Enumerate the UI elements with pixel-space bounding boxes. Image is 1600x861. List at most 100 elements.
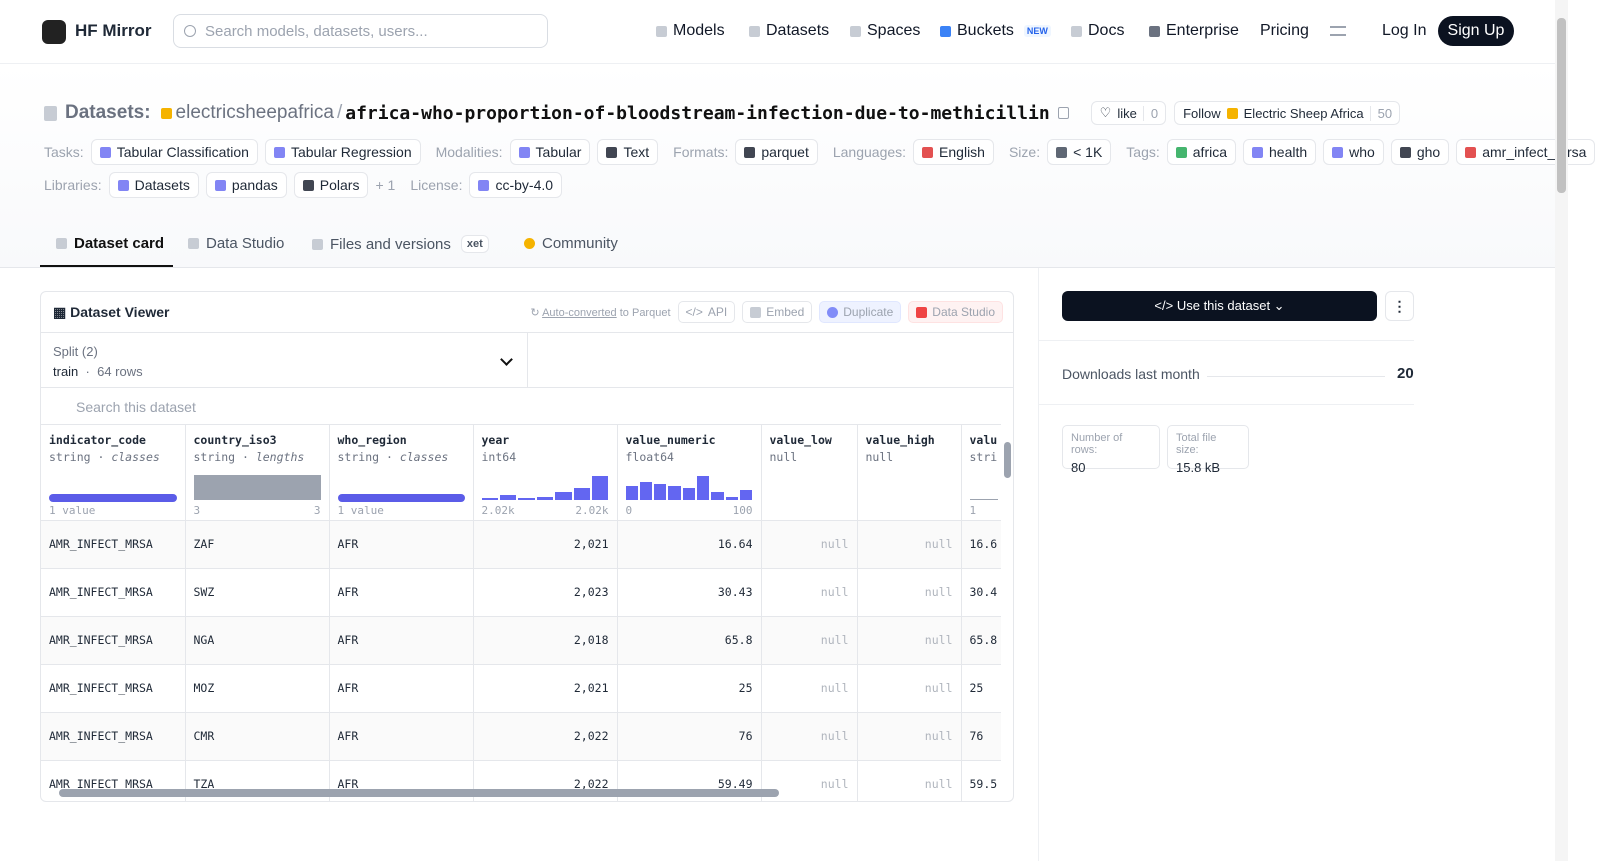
column-header[interactable]: who_region string · classes 1 value (329, 425, 474, 521)
login[interactable]: Log In (1382, 22, 1427, 39)
tag[interactable]: English (913, 139, 994, 165)
tag[interactable]: who (1323, 139, 1384, 165)
table-search[interactable]: Search this dataset (76, 399, 196, 415)
cell: null (761, 616, 858, 665)
tag[interactable]: Datasets (108, 172, 199, 198)
copy-icon[interactable] (1057, 107, 1069, 119)
tag[interactable]: parquet (735, 139, 818, 165)
data-row[interactable]: AMR_INFECT_MRSA NGA AFR 2,018 65.8 null null 65… (41, 616, 1001, 665)
nav-text: Enterprise (1166, 22, 1239, 39)
tag-text: parquet (761, 144, 809, 160)
h-scrollbar[interactable] (59, 789, 779, 797)
v-scrollbar[interactable] (1001, 424, 1013, 784)
data-row[interactable]: AMR_INFECT_MRSA SWZ AFR 2,023 30.43 null null 3… (41, 568, 1001, 617)
logo[interactable] (42, 20, 66, 44)
column-type: null (770, 450, 849, 464)
tag[interactable]: amr_infect_mrsa (1456, 139, 1596, 165)
header-row: indicator_code string · classes 1 value cou… (41, 425, 1001, 521)
tag[interactable]: Tabular Regression (264, 139, 421, 165)
tag-icon (1252, 146, 1263, 158)
api-button[interactable]: </> API (677, 301, 736, 323)
nav-link[interactable]: Datasets (749, 22, 829, 40)
tab[interactable]: Data Studio (188, 235, 284, 252)
tab[interactable]: Files and versions xet (312, 235, 489, 253)
btn-text: Data Studio (932, 305, 995, 319)
tag-icon (1399, 146, 1411, 158)
like-button[interactable]: ♡ like 0 (1090, 101, 1167, 125)
histogram (625, 474, 753, 500)
use-dataset-button[interactable]: </> Use this dataset ⌄ (1062, 291, 1377, 321)
owner[interactable]: electricsheepafrica (175, 102, 334, 123)
duplicate-button[interactable]: Duplicate (819, 301, 902, 323)
cell: 2,022 (473, 712, 618, 761)
split-bar: Split (2) train · 64 rows (41, 332, 1013, 388)
tag[interactable]: < 1K (1047, 139, 1112, 165)
follow-button[interactable]: Follow Electric Sheep Africa 50 (1174, 101, 1401, 125)
tag[interactable]: Polars (293, 172, 369, 198)
cell: 65.8 (961, 616, 1001, 665)
tag[interactable]: cc-by-4.0 (469, 172, 563, 198)
column-header[interactable]: indicator_code string · classes 1 value (41, 425, 186, 521)
auto-link[interactable]: Auto-converted (542, 306, 617, 319)
cell: 25 (961, 664, 1001, 713)
class-bar (337, 493, 465, 502)
cell: 30.43 (617, 568, 762, 617)
tag[interactable]: gho (1390, 139, 1450, 165)
tab-text: Files and versions (330, 235, 451, 253)
tbody: AMR_INFECT_MRSA ZAF AFR 2,021 16.64 null null 1… (41, 520, 1001, 801)
column-header[interactable]: country_iso3 string · lengths 3 3 (185, 425, 330, 521)
menu-icon[interactable] (1330, 26, 1346, 36)
tag-text: Tabular (535, 144, 582, 160)
tag-group-label: Size: (1008, 144, 1041, 160)
brand[interactable]: HF Mirror (75, 21, 152, 40)
column-header[interactable]: value_numeric float64 0 100 (617, 425, 762, 521)
data-row[interactable]: AMR_INFECT_MRSA CMR AFR 2,022 76 null null 76 (41, 712, 1001, 761)
split-select[interactable]: Split (2) train · 64 rows (41, 333, 528, 388)
column-header[interactable]: valu stri 1 (961, 425, 1001, 521)
search-box[interactable]: Search models, datasets, users... (173, 14, 548, 48)
column-header[interactable]: value_high null (857, 425, 962, 521)
nav-link[interactable]: Models (656, 22, 725, 40)
tag[interactable]: africa (1166, 139, 1236, 165)
tag-text: English (939, 144, 985, 160)
tab[interactable]: Dataset card (56, 235, 164, 252)
cell: null (761, 664, 858, 713)
page-scrollbar[interactable] (1555, 0, 1568, 861)
tag-group-label: Tasks: (44, 144, 84, 160)
hist-bar (481, 497, 498, 500)
nav-link[interactable]: Enterprise (1149, 22, 1239, 40)
tag[interactable]: Tabular Classification (90, 139, 258, 165)
studio-button[interactable]: Data Studio (908, 301, 1003, 323)
nav-link[interactable]: Buckets NEW (940, 22, 1051, 40)
nav-link[interactable]: Spaces (850, 22, 920, 40)
more-button[interactable]: ⋮ (1385, 291, 1414, 321)
tag[interactable]: Tabular (509, 139, 591, 165)
tag[interactable]: Text (597, 139, 659, 165)
cell: 2,021 (473, 664, 618, 713)
tag-row: Tasks: Tabular Classification Tabular Regr… (44, 139, 1596, 165)
cell: null (857, 664, 962, 713)
title-row: Datasets: electricsheepafrica / africa-w… (44, 101, 1401, 125)
cell: 2,018 (473, 616, 618, 665)
nav-link[interactable]: Pricing (1260, 22, 1309, 40)
rows-stat: Number of rows: 80 (1062, 425, 1160, 475)
embed-button[interactable]: Embed (742, 301, 813, 323)
cell: null (857, 520, 962, 569)
tag[interactable]: pandas (205, 172, 287, 198)
separator: / (336, 102, 343, 123)
tag-text: < 1K (1073, 144, 1103, 160)
nav-link[interactable]: Docs (1071, 22, 1124, 40)
column-name: who_region (337, 433, 407, 447)
data-row[interactable]: AMR_INFECT_MRSA ZAF AFR 2,021 16.64 null null 1… (41, 520, 1001, 569)
min-max: 1 value (49, 504, 177, 517)
auto-converted: ↻ Auto-converted to Parquet (530, 306, 671, 319)
signup-button[interactable]: Sign Up (1438, 16, 1514, 46)
data-row[interactable]: AMR_INFECT_MRSA MOZ AFR 2,021 25 null null 25 (41, 664, 1001, 713)
column-header[interactable]: value_low null (761, 425, 858, 521)
tab[interactable]: Community (524, 235, 618, 252)
tag[interactable]: health (1243, 139, 1317, 165)
stat-label: Number of rows: (1071, 432, 1123, 456)
type-text: float64 (625, 450, 674, 464)
column-header[interactable]: year int64 2.02k 2.02k (473, 425, 618, 521)
nav-text: Models (673, 22, 725, 39)
